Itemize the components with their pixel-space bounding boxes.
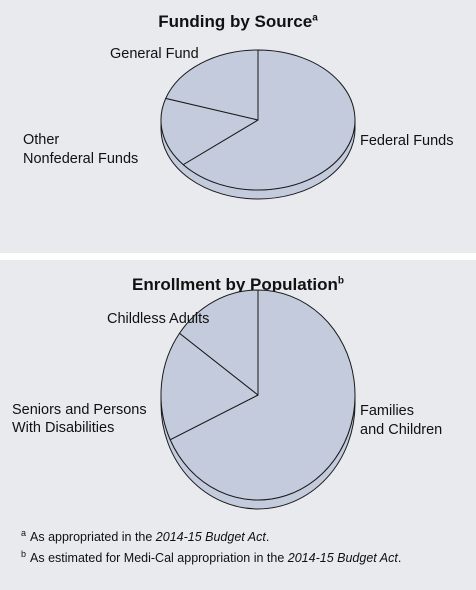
footnote-b-italic: 2014-15 Budget Act (287, 551, 398, 565)
funding-chart-title: Funding by Sourcea (0, 12, 476, 32)
enrollment-pie-chart (160, 289, 356, 510)
pie-slice-general-fund (165, 49, 259, 121)
footnote-b-text: As estimated for Medi-Cal appropriation … (30, 551, 288, 565)
footnote-a-end: . (265, 530, 270, 544)
funding-title-footnote-marker: a (312, 12, 318, 24)
label-general-fund: General Fund (110, 46, 199, 62)
pie-slice-seniors-and-persons-with-disabilities (160, 332, 259, 441)
label-families-line1: Families (360, 403, 414, 419)
pie-slice-federal-funds (182, 49, 356, 191)
footnote-b-marker: b (21, 548, 27, 559)
funding-pie-chart (160, 49, 356, 200)
footnote-b: b As estimated for Medi-Cal appropriation… (21, 548, 401, 569)
footnotes: a As appropriated in the 2014-15 Budget A… (21, 527, 401, 569)
label-seniors-line1: Seniors and Persons (12, 402, 147, 418)
footnote-b-end: . (397, 551, 402, 565)
enrollment-chart-panel: Enrollment by Populationb Childless Adul… (0, 260, 476, 590)
enrollment-title-footnote-marker: b (337, 275, 344, 287)
pie-slice-other-nonfederal-funds (160, 97, 259, 166)
footnote-a: a As appropriated in the 2014-15 Budget A… (21, 527, 401, 548)
panel-divider (0, 253, 476, 260)
label-other-nonfederal-line2: Nonfederal Funds (23, 151, 139, 167)
footnote-a-marker: a (21, 527, 27, 538)
label-childless-adults: Childless Adults (107, 311, 210, 327)
label-seniors-line2: With Disabilities (12, 420, 115, 436)
funding-title-text: Funding by Source (158, 12, 313, 31)
funding-chart-panel: Funding by Sourcea General Fund Other No… (0, 0, 476, 253)
enrollment-title-text: Enrollment by Population (131, 275, 338, 294)
footnote-a-italic: 2014-15 Budget Act (155, 530, 266, 544)
label-families-line2: and Children (360, 422, 443, 438)
label-federal-funds: Federal Funds (360, 133, 454, 149)
pie-slice-families-and-children (169, 289, 356, 501)
label-other-nonfederal-line1: Other (23, 132, 60, 148)
enrollment-chart-title: Enrollment by Populationb (0, 275, 476, 295)
footnote-a-text: As appropriated in the (30, 530, 156, 544)
pie-slice-childless-adults (179, 289, 259, 396)
